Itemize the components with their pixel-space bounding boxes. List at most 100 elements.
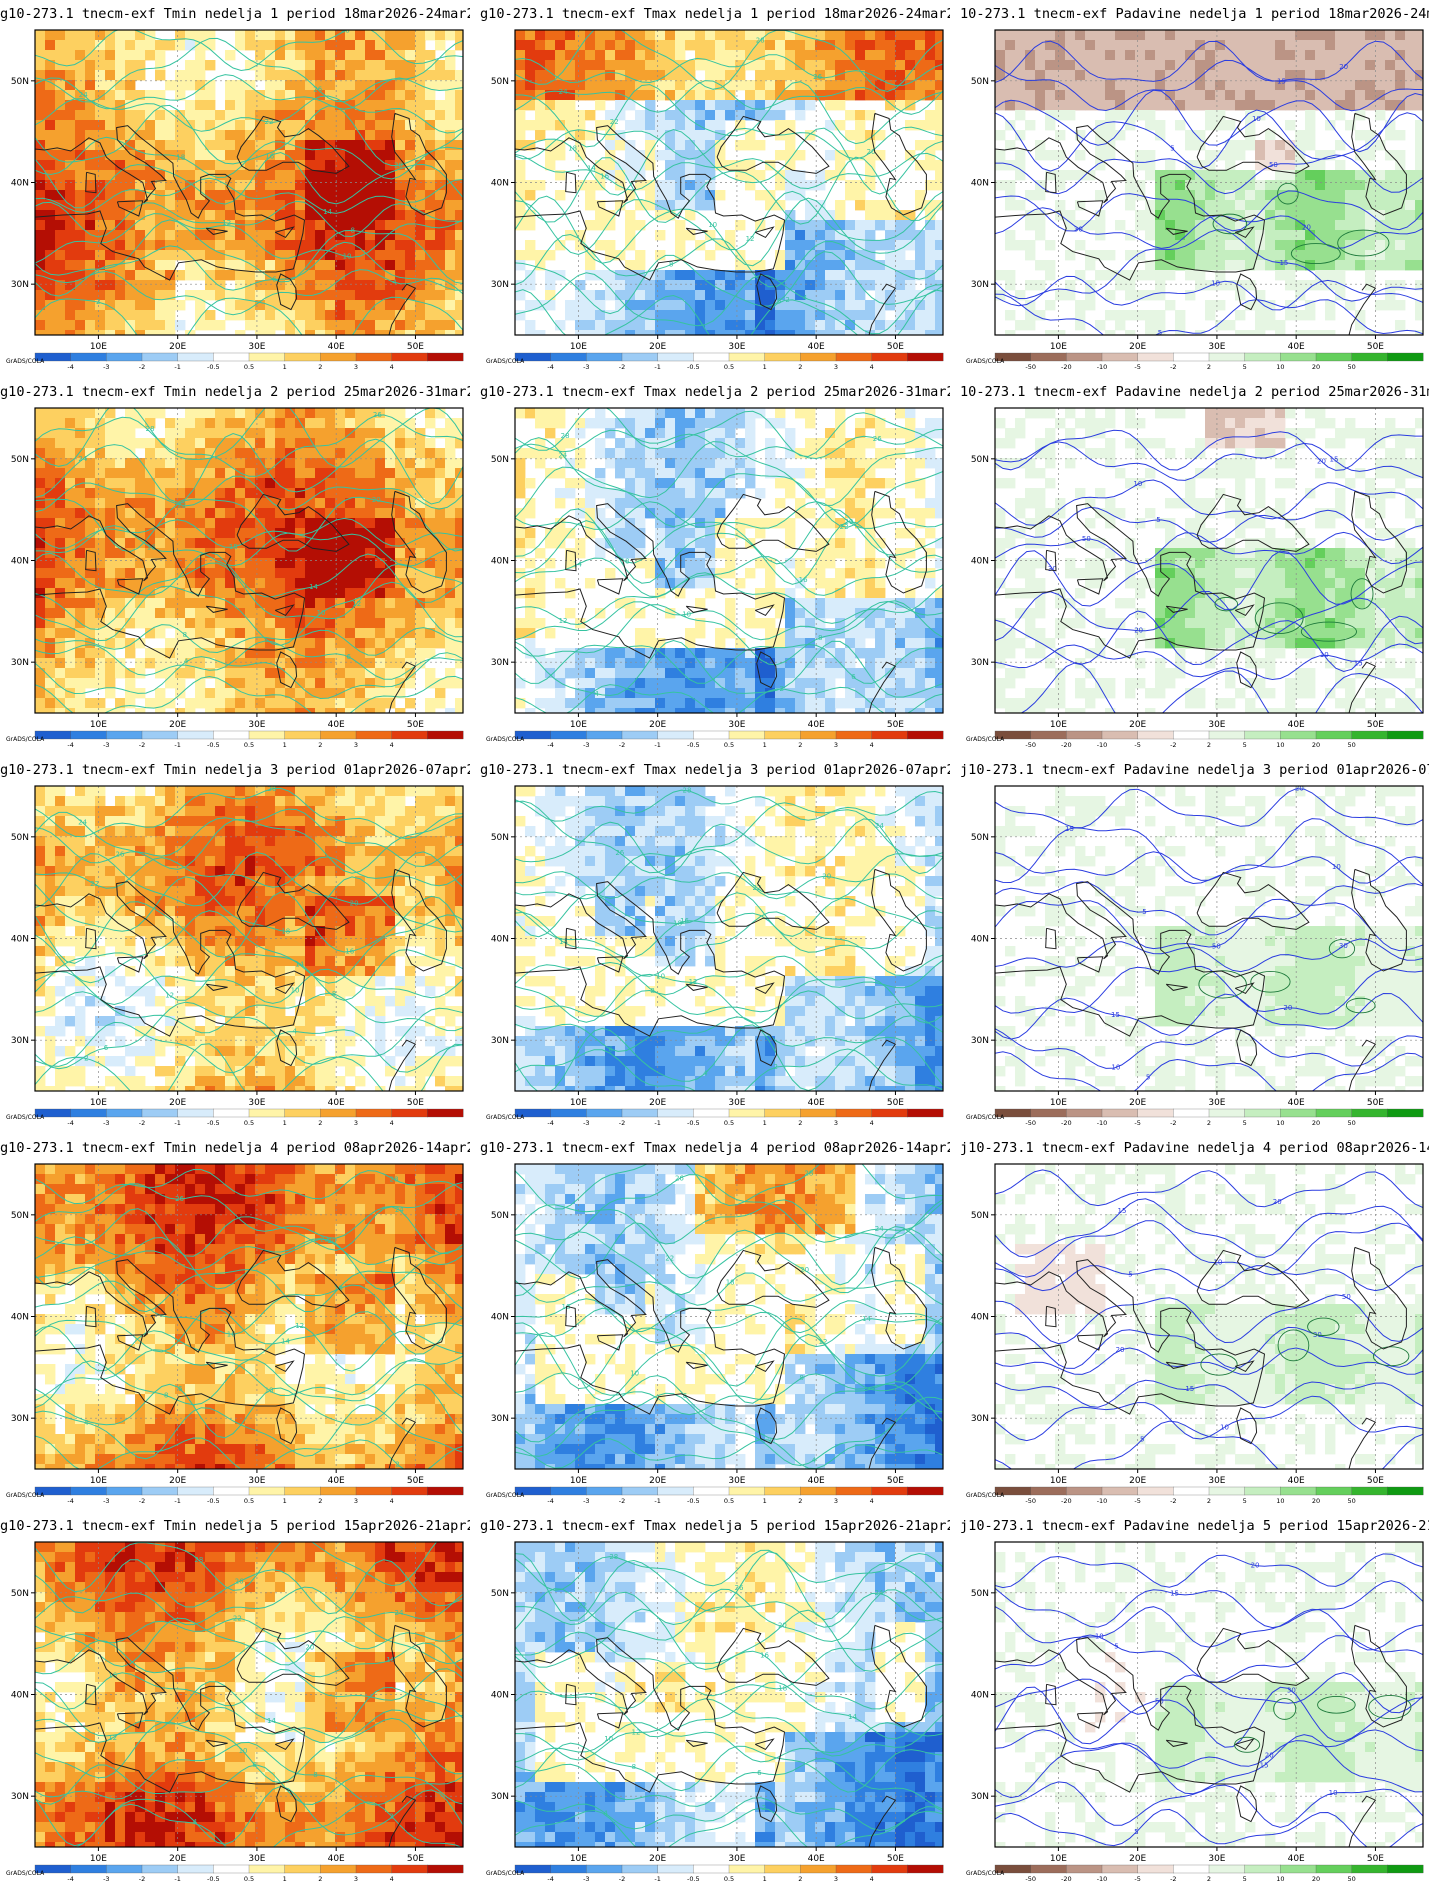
y-tick-label: 50N — [11, 1211, 29, 1221]
legend-swatch — [621, 730, 659, 740]
coastline — [716, 1627, 830, 1686]
coastline — [236, 1627, 350, 1686]
coastline — [1348, 1417, 1377, 1469]
contour-label: 6 — [777, 297, 782, 305]
legend-tick-label: -2 — [139, 1497, 145, 1505]
legend-swatch — [550, 1108, 587, 1118]
y-tick-label: 50N — [491, 1589, 509, 1599]
contour-label: 10 — [708, 221, 717, 229]
coastline — [116, 1334, 144, 1351]
legend-tick-label: -2 — [139, 1875, 145, 1883]
coastline — [1236, 1785, 1258, 1823]
coastline — [995, 125, 1266, 281]
legend-tick-label: 50 — [1348, 1497, 1356, 1505]
legend-swatch — [106, 1486, 143, 1496]
x-tick-label: 30E — [1208, 1854, 1225, 1864]
legend-tick-label: -3 — [103, 1497, 109, 1505]
legend-swatch — [177, 1108, 214, 1118]
contour-label: 10 — [1220, 1423, 1229, 1431]
y-tick-label: 30N — [491, 1036, 509, 1046]
legend-tick-label: -10 — [1097, 363, 1108, 371]
legend-tick-label: -3 — [103, 1119, 109, 1127]
legend-tick-label: 5 — [1243, 1119, 1247, 1127]
x-tick-label: 40E — [808, 1476, 825, 1486]
y-tick-label: 40N — [971, 1313, 989, 1323]
legend-tick-label: 1 — [283, 363, 287, 371]
legend-tick-label: -20 — [1061, 741, 1072, 749]
contour-label: 10 — [343, 253, 352, 261]
contour-label: 18 — [568, 144, 577, 152]
x-tick-label: 20E — [649, 1854, 666, 1864]
legend-swatch — [871, 1486, 908, 1496]
contour-label: 12 — [108, 1734, 117, 1742]
y-tick-label: 40N — [971, 1691, 989, 1701]
contour-label: 15 — [1118, 1207, 1127, 1215]
legend-tick-label: 4 — [870, 1497, 874, 1505]
legend-tick-label: -2 — [619, 1119, 625, 1127]
contour-label: 12 — [559, 617, 568, 625]
legend-swatch — [871, 1108, 908, 1118]
contour-label: 4 — [193, 1818, 198, 1826]
legend-tick-label: 10 — [1276, 1875, 1284, 1883]
contour-label: 22 — [320, 1235, 329, 1243]
contour-label: 20 — [1273, 1198, 1282, 1206]
legend-swatch — [1315, 352, 1353, 362]
legend-tick-label: -50 — [1025, 1119, 1036, 1127]
coastline — [685, 983, 708, 991]
x-tick-label: 30E — [728, 1476, 745, 1486]
contour-label: 22 — [578, 1602, 587, 1610]
x-tick-label: 20E — [169, 720, 186, 730]
legend-tick-label: 3 — [834, 1875, 838, 1883]
legend-swatch — [871, 352, 908, 362]
grads-label: GrADS/COLA — [486, 736, 525, 743]
contour-label: 12 — [632, 1728, 641, 1736]
contour-label: 5 — [1152, 717, 1156, 725]
y-tick-label: 40N — [11, 179, 29, 189]
legend-swatch — [1280, 1486, 1317, 1496]
legend-tick-label: 2 — [1207, 1119, 1211, 1127]
y-tick-label: 40N — [971, 935, 989, 945]
legend-tick-label: -1 — [654, 1119, 660, 1127]
legend-tick-label: 2 — [1207, 741, 1211, 749]
legend-tick-label: 1 — [283, 1119, 287, 1127]
coastline — [754, 982, 775, 995]
legend-swatch — [550, 1486, 587, 1496]
panel-title: g10-273.1 tnecm-exf Tmin nedelja 4 perio… — [0, 1140, 470, 1156]
coastline — [1196, 1627, 1310, 1686]
coastline — [1045, 1683, 1057, 1706]
legend-swatch — [427, 1864, 464, 1874]
legend-swatch — [907, 1486, 944, 1496]
contour-label: 2 — [779, 685, 783, 693]
legend-swatch — [728, 1108, 766, 1118]
legend-tick-label: 2 — [318, 741, 322, 749]
legend-tick-label: -0.5 — [207, 363, 220, 371]
contour-label: 24 — [395, 1206, 404, 1214]
legend-swatch — [70, 730, 107, 740]
coastline — [1348, 283, 1377, 335]
legend-swatch — [1173, 1864, 1210, 1874]
contour-label: 2 — [785, 296, 789, 304]
legend-tick-label: -5 — [1134, 363, 1140, 371]
legend-tick-label: -2 — [139, 1119, 145, 1127]
panel-title: g10-273.1 tnecm-exf Tmax nedelja 2 perio… — [480, 384, 950, 400]
coastline — [716, 1249, 830, 1308]
grads-label: GrADS/COLA — [966, 1870, 1005, 1877]
x-tick-label: 20E — [1129, 1476, 1146, 1486]
legend-swatch — [1280, 1864, 1317, 1874]
y-tick-label: 40N — [491, 1313, 509, 1323]
legend-tick-label: 4 — [390, 741, 394, 749]
legend-tick-label: -2 — [619, 363, 625, 371]
x-tick-label: 50E — [1367, 1854, 1384, 1864]
legend-tick-label: 5 — [1243, 741, 1247, 749]
legend-swatch — [1315, 730, 1353, 740]
y-tick-label: 40N — [971, 179, 989, 189]
map-panel-prec-week-4: j10-273.1 tnecm-exf Padavine nedelja 4 p… — [960, 1134, 1429, 1513]
legend-tick-label: -0.5 — [687, 363, 700, 371]
legend-swatch — [1244, 1486, 1281, 1496]
coastline — [116, 200, 144, 217]
contour-label: 18 — [673, 920, 682, 928]
